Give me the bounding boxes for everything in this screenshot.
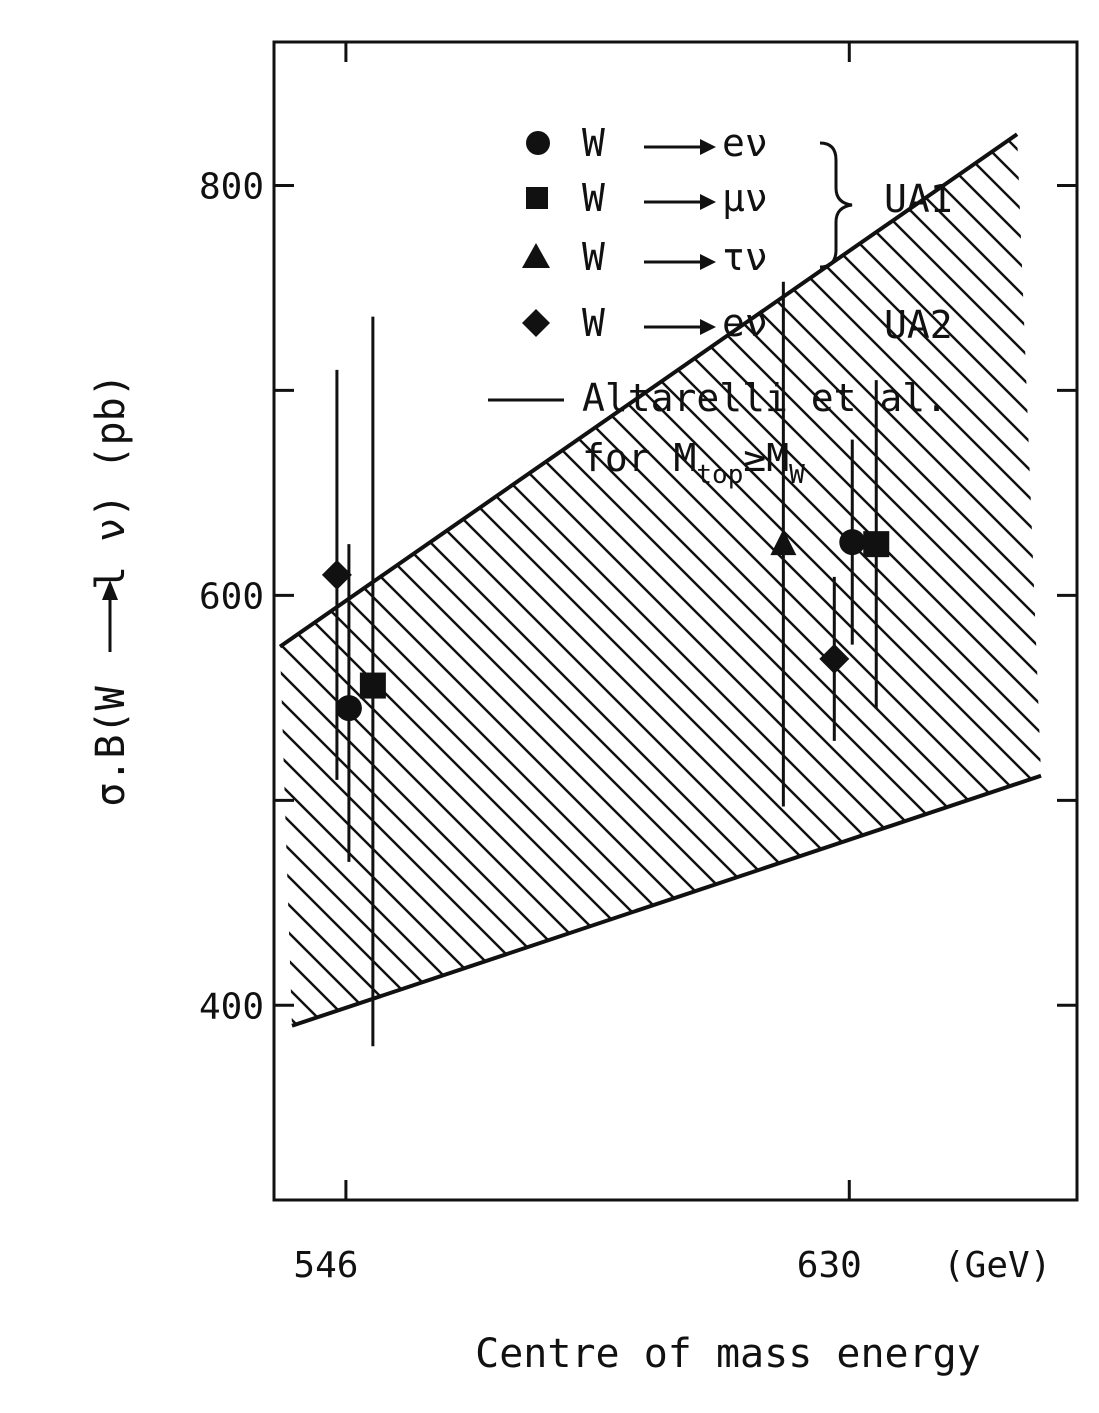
legend-decay: eν [722, 301, 768, 345]
axis-ticks-layer: 400 600 800 546 630 [199, 42, 1077, 1286]
x-axis-unit: (GeV) [943, 1245, 1051, 1286]
y-axis-title-suffix: l ν) (pb) [88, 373, 134, 590]
legend-w: W [582, 235, 605, 279]
legend-theory-ge: ≥M [743, 436, 789, 480]
theory-band-upper-line [278, 132, 1019, 649]
legend-entry-ua1-tau: W τν [522, 235, 768, 279]
data-point-triangle [770, 529, 797, 556]
legend-theory-line2: for Mtop≥MW [582, 436, 805, 490]
y-axis-arrow-icon [102, 580, 118, 652]
data-point-square [359, 672, 386, 699]
x-tick-label: 546 [293, 1245, 358, 1286]
theory-band-lower-line [291, 773, 1042, 1028]
y-axis-title: σ.B(W ——▶l ν) (pb) [88, 373, 134, 807]
legend-arrowhead [700, 319, 716, 335]
x-tick-label: 630 [797, 1245, 862, 1286]
legend-marker-triangle [522, 243, 550, 268]
legend-decay: τν [722, 235, 768, 279]
data-point-circle [839, 529, 866, 556]
y-tick-label: 600 [199, 576, 264, 617]
legend-marker-circle [526, 131, 550, 155]
legend-group-ua2: UA2 [884, 303, 953, 347]
legend-w: W [582, 301, 605, 345]
legend-w: W [582, 176, 605, 220]
data-point-circle [335, 695, 362, 722]
data-point-diamond [321, 559, 352, 590]
legend-arrowhead [700, 254, 716, 270]
plot-frame [272, 40, 1079, 1202]
legend-marker-square [526, 187, 548, 209]
legend-arrowhead [700, 194, 716, 210]
theory-band-fill [279, 134, 1042, 1026]
x-axis-title: Centre of mass energy [475, 1331, 981, 1377]
y-axis-title-text: σ.B(W ——▶l ν) (pb) [88, 373, 134, 807]
legend-entry-ua1-mu: W μν [526, 176, 768, 220]
legend-decay: μν [722, 176, 768, 220]
legend-theory-sub-w: W [789, 460, 805, 490]
legend: W eν W μν W τν W eν UA1 UA2 [488, 121, 953, 490]
legend-marker-diamond [522, 309, 550, 337]
data-point-square [863, 531, 890, 558]
data-point-diamond [819, 643, 850, 674]
y-tick-label: 400 [199, 986, 264, 1027]
legend-entry-ua1-e: W eν [526, 121, 768, 165]
y-axis-title-prefix: σ.B(W [88, 662, 134, 807]
legend-group-ua1: UA1 [884, 177, 953, 221]
legend-entry-ua2-e: W eν [522, 301, 768, 345]
legend-theory-prefix: for M [582, 436, 696, 480]
y-tick-label: 800 [199, 166, 264, 207]
data-points-layer [321, 281, 890, 1047]
legend-theory-sub-top: top [696, 460, 743, 490]
legend-theory-line1: Altarelli et al. [582, 376, 948, 420]
theory-band-layer [278, 132, 1042, 1028]
legend-arrowhead [700, 139, 716, 155]
legend-brace [819, 141, 853, 269]
legend-w: W [582, 121, 605, 165]
legend-decay: eν [722, 121, 768, 165]
